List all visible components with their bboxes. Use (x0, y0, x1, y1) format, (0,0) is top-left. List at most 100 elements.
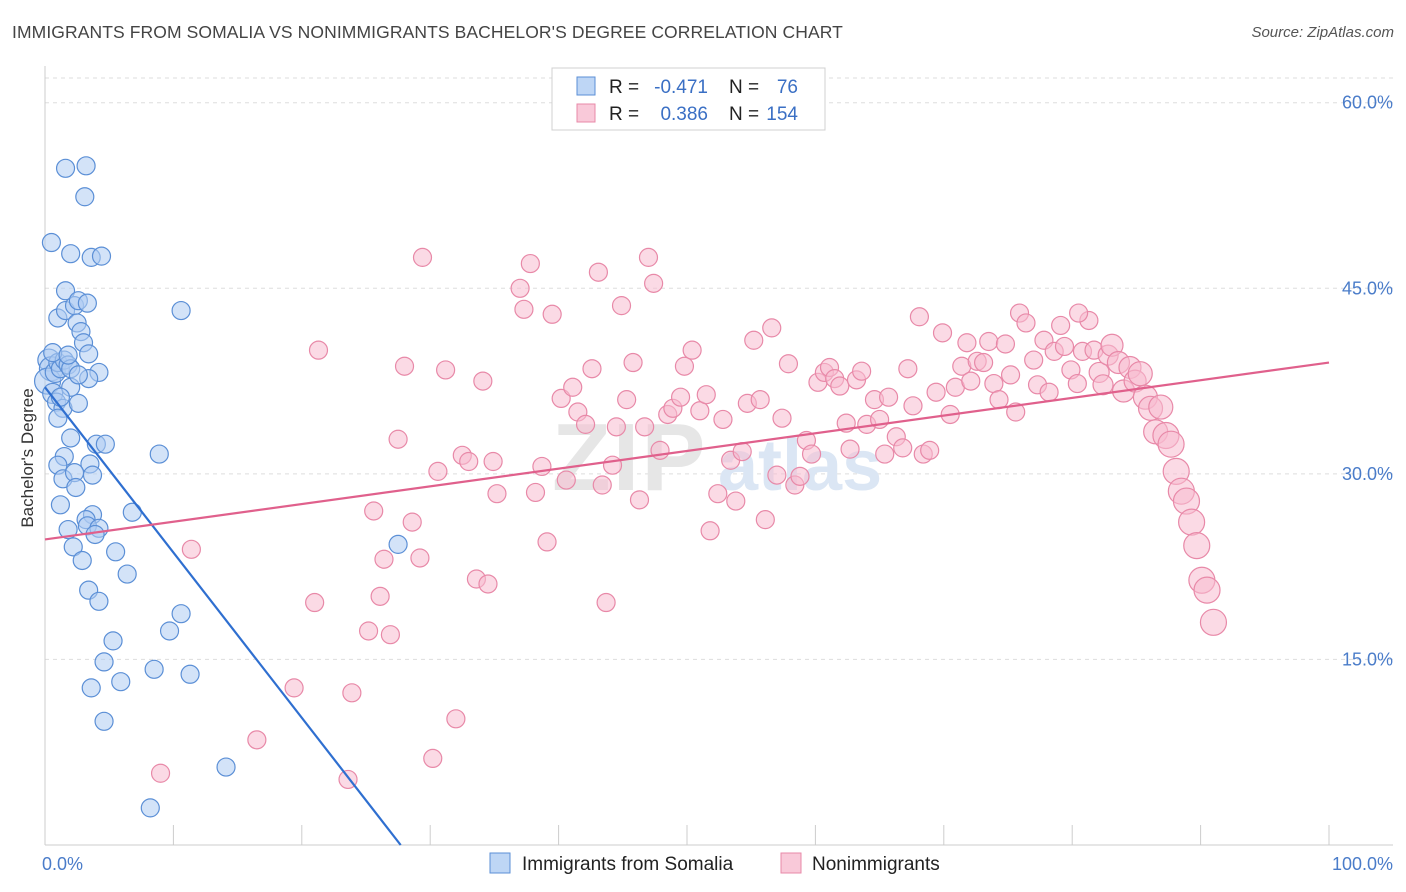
somalia-point (77, 293, 97, 313)
somalia-point (117, 564, 137, 584)
nonimmigrant-point (995, 334, 1016, 354)
nonimmigrant-trend-line (44, 361, 1330, 541)
somalia-point (61, 244, 81, 264)
y-tick-label: 60.0% (1342, 93, 1393, 113)
nonimmigrant-point (1051, 315, 1071, 336)
nonimmigrant-point (478, 574, 498, 594)
nonimmigrant-point (1039, 382, 1059, 402)
nonimmigrant-point (974, 352, 994, 373)
nonimmigrant-point (525, 482, 546, 503)
chart-title: IMMIGRANTS FROM SOMALIA VS NONIMMIGRANTS… (12, 22, 843, 42)
somalia-point (94, 652, 114, 672)
nonimmigrant-point (563, 377, 583, 397)
chart-source: Source: ZipAtlas.com (1251, 24, 1394, 41)
somalia-point (68, 365, 88, 385)
ticks-layer: 15.0% 30.0% 45.0% 60.0% 0.0% 100.0% (42, 93, 1393, 874)
nonimmigrant-point (394, 356, 415, 376)
nonimmigrant-point (1183, 532, 1211, 560)
legend-swatch-nonimmigrants (576, 103, 596, 123)
grid-layer (45, 77, 1393, 660)
nonimmigrant-point (436, 360, 456, 380)
nonimmigrant-point (428, 461, 448, 481)
legend-n-label-nonimmigrants: N = (729, 104, 759, 125)
nonimmigrant-point (852, 361, 872, 381)
nonimmigrant-point (957, 333, 977, 353)
nonimmigrant-point (961, 371, 981, 391)
nonimmigrant-point (247, 730, 267, 750)
nonimmigrant-point (778, 354, 799, 374)
somalia-point (216, 757, 236, 777)
nonimmigrant-point (388, 429, 408, 449)
nonimmigrant-point (473, 371, 493, 391)
nonimmigrant-point (801, 444, 822, 464)
nonimmigrant-point (358, 621, 379, 641)
nonimmigrant-point (1069, 303, 1089, 323)
legend-r-value-somalia: -0.471 (654, 77, 708, 98)
somalia-point (103, 631, 123, 651)
somalia-trend-line (44, 386, 402, 846)
nonimmigrant-point (423, 748, 443, 769)
somalia-point (50, 495, 71, 515)
nonimmigrant-point (520, 253, 540, 274)
x-tick-label: 100.0% (1332, 854, 1393, 874)
somalia-point (171, 604, 191, 624)
nonimmigrant-point (596, 592, 616, 613)
nonimmigrant-point (542, 304, 562, 324)
nonimmigrant-point (700, 521, 720, 541)
y-tick-label: 15.0% (1342, 649, 1393, 669)
nonimmigrant-point (510, 278, 530, 298)
somalia-point (81, 678, 101, 698)
nonimmigrant-point (767, 465, 787, 485)
somalia-point (106, 542, 126, 562)
nonimmigrant-point (1016, 313, 1036, 333)
nonimmigrant-point (989, 390, 1009, 410)
somalia-point (140, 798, 160, 818)
nonimmigrant-point (644, 273, 664, 293)
nonimmigrant-point (755, 510, 775, 530)
somalia-point (41, 232, 62, 253)
nonimmigrant-point (364, 501, 384, 521)
axes-layer (44, 66, 1393, 846)
nonimmigrant-point (623, 352, 643, 373)
nonimmigrant-point (909, 307, 930, 327)
nonimmigrant-point (696, 385, 716, 405)
somalia-point (61, 428, 81, 448)
nonimmigrant-point (556, 470, 576, 490)
nonimmigrant-point (582, 359, 602, 379)
nonimmigrant-point (1054, 336, 1075, 357)
somalia-point (111, 672, 131, 692)
nonimmigrant-point (284, 678, 304, 698)
nonimmigrant-point (898, 359, 918, 379)
bottom-legend: Immigrants from Somalia Nonimmigrants (489, 852, 940, 875)
nonimmigrant-point (308, 340, 329, 360)
somalia-point (180, 664, 200, 684)
somalia-point (122, 502, 142, 522)
nonimmigrant-point (903, 396, 923, 416)
nonimmigrant-point (708, 484, 728, 504)
somalia-point (58, 345, 78, 365)
nonimmigrant-point (374, 549, 394, 569)
nonimmigrant-point (1000, 365, 1021, 385)
nonimmigrant-point (575, 414, 596, 434)
somalia-point (75, 187, 95, 207)
legend-r-label-somalia: R = (609, 77, 639, 98)
nonimmigrant-point (487, 484, 507, 504)
nonimmigrant-point (878, 387, 899, 407)
bottom-legend-swatch-somalia (489, 852, 511, 874)
nonimmigrant-point (790, 466, 810, 486)
y-tick-label: 45.0% (1342, 278, 1393, 298)
somalia-point (388, 534, 408, 554)
nonimmigrant-point (1006, 402, 1026, 422)
nonimmigrant-point (635, 417, 655, 437)
nonimmigrant-point (750, 390, 770, 410)
nonimmigrant-point (412, 247, 433, 267)
nonimmigrant-point (979, 331, 999, 352)
nonimmigrant-point (181, 539, 201, 559)
nonimmigrant-point (1067, 373, 1087, 394)
bottom-legend-swatch-nonimmigrants (780, 852, 802, 874)
nonimmigrant-point (602, 455, 623, 475)
somalia-point (50, 387, 71, 407)
trend-layer (44, 361, 1330, 846)
nonimmigrant-point (1178, 508, 1206, 536)
